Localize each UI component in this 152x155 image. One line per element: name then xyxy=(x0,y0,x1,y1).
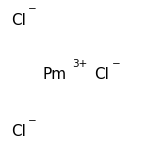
Text: Cl: Cl xyxy=(11,13,26,28)
Text: Cl: Cl xyxy=(11,124,26,139)
Text: Pm: Pm xyxy=(43,67,67,82)
Text: −: − xyxy=(112,59,121,69)
Text: Cl: Cl xyxy=(94,67,109,82)
Text: −: − xyxy=(28,4,37,14)
Text: −: − xyxy=(28,116,37,126)
Text: 3+: 3+ xyxy=(72,59,87,69)
